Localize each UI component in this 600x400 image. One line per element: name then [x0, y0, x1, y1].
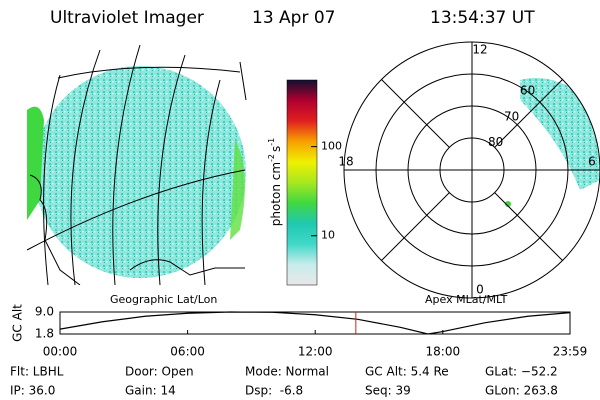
x-tick-label: 23:59 — [553, 345, 588, 359]
time: 13:54:37 UT — [430, 8, 535, 28]
lat-label: 80 — [488, 135, 503, 149]
mlt-spoke — [494, 79, 563, 148]
y-tick-label: 9.0 — [35, 305, 54, 319]
geographic-image — [27, 44, 247, 285]
label-part: s — [269, 146, 283, 152]
colorbar-tick-label: 10 — [321, 229, 335, 242]
lat-label: 60 — [520, 84, 535, 98]
mlt-label: 18 — [338, 155, 353, 169]
colorbar-gradient — [286, 79, 318, 286]
mlt-label: 0 — [476, 283, 484, 297]
status-field: Flt: LBHL — [10, 365, 64, 379]
y-axis-label: GC Alt — [11, 304, 25, 342]
x-tick-label: 12:00 — [298, 345, 333, 359]
right-caption: Apex MLat/MLT — [425, 293, 508, 306]
status-field: Gain: 14 — [125, 384, 176, 398]
status-field: GC Alt: 5.4 Re — [365, 365, 449, 379]
colorbar: photon cm-2 s-1 — [267, 79, 318, 286]
date: 13 Apr 07 — [252, 8, 335, 28]
mlt-spoke — [494, 192, 563, 261]
mlt-spoke — [381, 192, 450, 261]
label-part: -2 — [267, 154, 276, 162]
mlt-label: 12 — [472, 43, 487, 57]
mlt-label: 6 — [588, 155, 596, 169]
altitude-line — [59, 311, 571, 335]
colorbar-tick-label: 100 — [321, 140, 342, 153]
status-field: Door: Open — [125, 365, 194, 379]
status-field: IP: 36.0 — [10, 384, 55, 398]
x-tick-label: 00:00 — [43, 345, 78, 359]
x-tick-label: 18:00 — [426, 345, 461, 359]
status-field: Seq: 39 — [365, 384, 411, 398]
status-field: Dsp: -6.8 — [245, 384, 303, 398]
title: Ultraviolet Imager — [50, 8, 204, 28]
label-part: -1 — [267, 138, 276, 146]
label-part: photon cm — [269, 162, 283, 226]
colorbar-label: photon cm-2 s-1 — [267, 138, 283, 227]
x-tick-label: 06:00 — [170, 345, 205, 359]
status-field: GLat: −52.2 — [485, 365, 558, 379]
mlt-spoke — [381, 79, 450, 148]
left-caption: Geographic Lat/Lon — [110, 293, 217, 306]
status-field: Mode: Normal — [245, 365, 329, 379]
status-field: GLon: 263.8 — [485, 384, 558, 398]
lat-label: 70 — [504, 109, 519, 123]
y-tick-label: 1.8 — [35, 327, 54, 341]
